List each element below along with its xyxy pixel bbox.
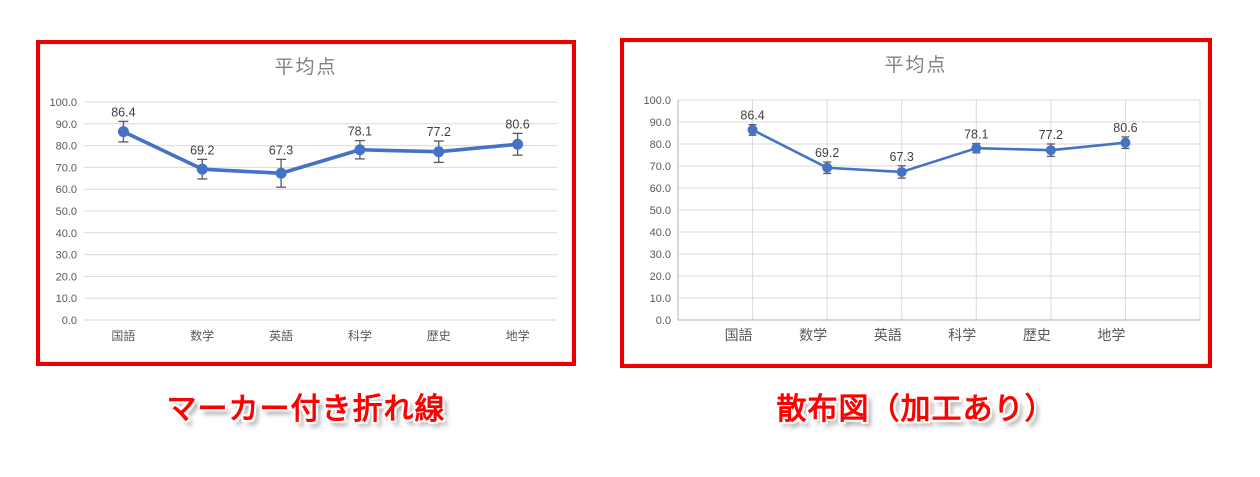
scatter-chart-panel: 平均点 86.4 69.2 67.3 78.1 77.2 80.6 0.0 10.0 20.0 3…: [620, 38, 1212, 368]
y-tick-label: 50.0: [650, 205, 671, 217]
data-point-marker: [433, 146, 445, 158]
y-tick-label: 20.0: [56, 271, 77, 283]
y-tick-label: 40.0: [650, 227, 671, 239]
series-markers: [117, 126, 524, 179]
data-label: 78.1: [348, 125, 372, 139]
y-axis-labels: 0.0 10.0 20.0 30.0 40.0 50.0 60.0 70.0 80.0 90.0 1…: [643, 95, 671, 327]
y-axis-labels: 0.0 10.0 20.0 30.0 40.0 50.0 60.0 70.0 80.0 90.0 1…: [49, 97, 77, 327]
data-labels: 86.4 69.2 67.3 78.1 77.2 80.6: [111, 105, 530, 157]
x-category-label: 地学: [506, 328, 530, 343]
data-point-marker: [822, 162, 833, 173]
x-category-label: 数学: [799, 327, 827, 343]
data-point-marker: [971, 143, 982, 154]
series-line: [121, 129, 520, 176]
data-label: 77.2: [427, 125, 451, 139]
error-bars: [748, 123, 1130, 179]
x-category-label: 歴史: [1023, 327, 1051, 343]
data-point-marker: [275, 167, 287, 179]
data-point-marker: [1045, 145, 1056, 156]
error-bars: [118, 120, 523, 188]
y-tick-label: 80.0: [650, 139, 671, 151]
data-label: 77.2: [1039, 128, 1063, 142]
data-label: 86.4: [111, 105, 135, 119]
x-category-label: 科学: [348, 328, 372, 343]
y-tick-label: 60.0: [650, 183, 671, 195]
y-tick-label: 100.0: [49, 97, 77, 109]
x-category-label: 国語: [111, 328, 135, 343]
line-chart-frame: [40, 44, 572, 362]
y-tick-label: 90.0: [56, 119, 77, 131]
x-category-label: 科学: [948, 327, 976, 343]
line-chart-plot: 86.4 69.2 67.3 78.1 77.2 80.6 0.0 10.0 20.0 30.0 4…: [49, 97, 557, 343]
y-tick-label: 70.0: [56, 162, 77, 174]
line-chart-panel: 平均点 86.4 69.2 67.3 78.1 77.2 80.6 0.0 10.0 20.0 3…: [36, 40, 576, 366]
data-label: 80.6: [505, 117, 529, 131]
series-markers: [747, 124, 1131, 177]
y-tick-label: 100.0: [643, 95, 671, 107]
data-labels: 86.4 69.2 67.3 78.1 77.2 80.6: [740, 109, 1137, 164]
y-tick-label: 30.0: [650, 249, 671, 261]
x-axis-labels: 国語 数学 英語 科学 歴史 地学: [111, 328, 529, 343]
y-tick-label: 10.0: [56, 293, 77, 305]
data-point-marker: [896, 166, 907, 177]
data-label: 78.1: [964, 128, 988, 142]
y-tick-label: 80.0: [56, 141, 77, 153]
y-tick-label: 0.0: [62, 315, 77, 327]
data-label: 69.2: [190, 143, 214, 157]
y-tick-label: 0.0: [656, 315, 671, 327]
x-category-label: 数学: [190, 328, 214, 343]
y-tick-label: 30.0: [56, 250, 77, 262]
x-category-label: 地学: [1097, 327, 1125, 343]
y-tick-label: 40.0: [56, 228, 77, 240]
scatter-chart-title: 平均点: [884, 55, 948, 76]
data-point-marker: [117, 126, 129, 138]
y-tick-label: 50.0: [56, 206, 77, 218]
y-gridlines: [84, 101, 557, 321]
y-tick-label: 60.0: [56, 184, 77, 196]
x-gridlines: [752, 100, 1201, 320]
data-point-marker: [1120, 137, 1131, 148]
x-category-label: 国語: [725, 327, 753, 343]
data-label: 67.3: [890, 150, 914, 164]
data-point-marker: [354, 144, 366, 156]
data-point-marker: [747, 124, 758, 135]
x-category-label: 英語: [269, 328, 293, 343]
x-axis-labels: 国語 数学 英語 科学 歴史 地学: [725, 327, 1126, 343]
line-chart-title: 平均点: [274, 57, 338, 78]
y-tick-label: 70.0: [650, 161, 671, 173]
y-tick-label: 90.0: [650, 117, 671, 129]
line-chart-caption: マーカー付き折れ線: [166, 393, 446, 426]
data-label: 67.3: [269, 143, 293, 157]
series-line: [751, 128, 1127, 174]
scatter-chart-caption: 散布図（加工あり）: [776, 393, 1056, 426]
y-tick-label: 10.0: [650, 293, 671, 305]
data-label: 80.6: [1113, 121, 1137, 135]
data-point-marker: [512, 138, 524, 150]
scatter-chart-frame: [624, 42, 1208, 364]
data-point-marker: [196, 163, 208, 175]
x-category-label: 歴史: [427, 329, 451, 343]
y-tick-label: 20.0: [650, 271, 671, 283]
scatter-chart-plot: 86.4 69.2 67.3 78.1 77.2 80.6 0.0 10.0 20.0 30.0 4…: [643, 95, 1201, 343]
data-label: 86.4: [740, 109, 764, 123]
data-label: 69.2: [815, 146, 839, 160]
x-category-label: 英語: [874, 327, 902, 343]
